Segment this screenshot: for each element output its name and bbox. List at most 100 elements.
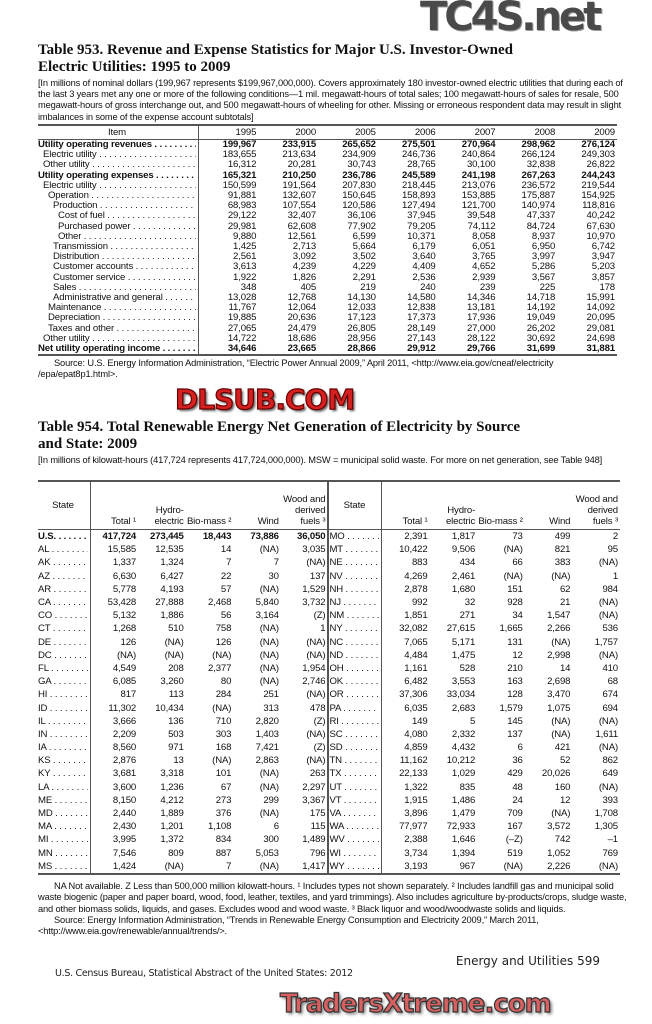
table-cell: 3,035 (280, 543, 330, 557)
state-cell: ID (38, 701, 91, 715)
state-cell: NJ (328, 595, 383, 610)
table-cell: 27,888 (155, 597, 184, 609)
table-cell: 4,432 (451, 742, 476, 754)
table-cell: 27,143 (407, 332, 436, 344)
table-cell: 14 (220, 544, 232, 556)
table-cell: 1,547 (547, 610, 571, 622)
table-cell: 2,939 (472, 271, 496, 283)
table-cell: 883 (412, 557, 428, 569)
table-cell: 12,838 (407, 302, 436, 314)
table-cell: 30,692 (526, 332, 556, 344)
table-cell: 7,421 (255, 742, 279, 754)
table-cell: 29,081 (586, 322, 616, 334)
table-cell: 758 (215, 623, 232, 635)
table-cell: (NA) (598, 860, 618, 872)
table-cell: 26,202 (526, 322, 556, 334)
column-header: 2009 (557, 125, 617, 140)
table-cell: 429 (507, 768, 523, 780)
table-cell: 126 (120, 636, 137, 648)
table-cell: (NA) (551, 636, 571, 648)
table-cell: 23,665 (287, 343, 317, 355)
row-label-text: Administrative and general (53, 293, 196, 303)
state-name: U.S. (38, 530, 88, 543)
state-cell: NH (328, 582, 383, 596)
state-cell: NV (328, 569, 383, 583)
table-cell: 4,859 (404, 742, 428, 754)
table-cell: 809 (168, 847, 184, 859)
table-cell: 77,902 (347, 220, 376, 232)
table-cell: 967 (459, 860, 476, 872)
state-cell: DE (38, 635, 91, 649)
table-cell: 887 (215, 847, 232, 859)
column-header: Item (38, 125, 199, 140)
column-header: Hydro-electric (138, 481, 186, 530)
table-cell: 10,434 (155, 702, 184, 714)
table-cell: 37,945 (407, 210, 436, 222)
state-name: WA (329, 820, 379, 833)
table-cell: 2,713 (292, 241, 317, 253)
table-cell: (Z) (280, 741, 330, 755)
table-cell: 796 (280, 846, 330, 860)
table-cell: 3,640 (412, 251, 436, 263)
table-cell: 175,887 (521, 190, 556, 202)
state-name: MD (38, 807, 88, 820)
table-header-row: State Total ¹ Hydro-electric Bio-mass ² Wind… (38, 481, 620, 530)
table-cell: 29,981 (227, 220, 257, 232)
column-header: Bio-mass ² (185, 481, 234, 530)
table-cell: 120,586 (342, 200, 376, 212)
table-cell: (NA) (280, 556, 330, 570)
table-cell: 1,161 (404, 662, 428, 674)
state-cell: SD (328, 741, 383, 755)
row-label: Administrative and general (38, 293, 199, 304)
state-cell: MI (38, 833, 91, 847)
table-cell: 1,665 (499, 623, 523, 635)
table-cell: 271 (459, 610, 476, 622)
table-cell: (NA) (259, 649, 279, 661)
state-cell: MA (38, 820, 91, 834)
table-cell: 234,909 (342, 149, 376, 161)
table-cell: 1,954 (280, 661, 330, 676)
table-cell: 3,666 (112, 715, 137, 727)
column-header: 2005 (318, 125, 378, 140)
table-cell: 1,424 (112, 860, 137, 872)
row-label: Production (38, 201, 199, 212)
table-cell: 26,822 (586, 159, 616, 171)
state-name: MO (329, 530, 379, 543)
table-cell: 16,312 (227, 159, 257, 171)
table-cell: 2,863 (255, 755, 279, 767)
table-cell: (NA) (598, 742, 618, 754)
table-cell: 536 (602, 623, 618, 635)
table-cell: 984 (602, 583, 618, 595)
table-cell: 7,065 (404, 636, 428, 648)
state-cell: ND (328, 648, 383, 662)
table-cell: 273 (215, 794, 232, 806)
table-cell: 1,489 (280, 833, 330, 847)
table-cell: 862 (602, 755, 618, 767)
table-cell: 2,683 (451, 702, 476, 714)
table-cell: 131 (507, 636, 523, 648)
row-label: Depreciation (38, 313, 199, 324)
table-cell: (NA) (116, 649, 137, 661)
table-cell: 3,997 (531, 251, 556, 263)
table-cell: 1,372 (160, 834, 184, 846)
table-cell: 2,698 (547, 676, 571, 688)
table-cell: 13,181 (466, 302, 496, 314)
table-cell: 29,912 (407, 343, 436, 355)
table-cell: 213,076 (461, 179, 496, 191)
table-cell: 10,970 (586, 230, 616, 242)
table-row: Customer service 1,922 1,826 2,291 2,536 2,93… (38, 271, 617, 283)
table-cell: 5,053 (255, 847, 279, 859)
table-953-source: Source: U.S. Energy Information Administ… (38, 358, 628, 381)
table-row: IA 8,560 971 168 7,421(Z)SD 4,859 4,432 6 421 (NA… (38, 741, 620, 755)
state-name: NH (329, 583, 379, 596)
row-label: Customer accounts (38, 262, 199, 273)
state-name: SC (329, 728, 379, 741)
table-cell: 57 (220, 583, 232, 595)
row-label: Net utility operating income (38, 344, 199, 356)
column-header: Hydro-electric (429, 481, 478, 530)
table-cell: 113 (168, 689, 184, 701)
table-row: Sales 348 405 219 240 239 225 178 (38, 282, 617, 294)
table-cell: 210 (507, 662, 523, 674)
